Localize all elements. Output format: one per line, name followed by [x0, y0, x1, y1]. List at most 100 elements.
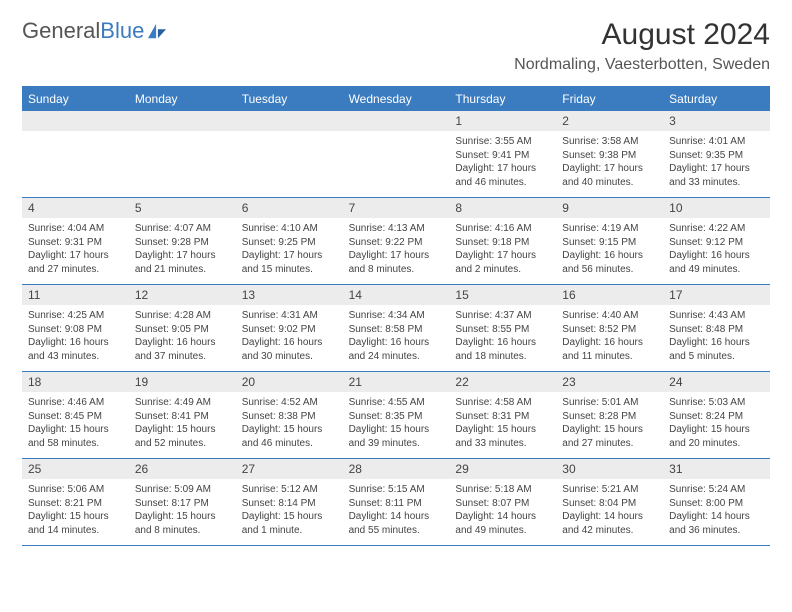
sunrise-text: Sunrise: 4:55 AM [349, 396, 444, 410]
week-row: 4Sunrise: 4:04 AMSunset: 9:31 PMDaylight… [22, 198, 770, 285]
day-number: 13 [236, 285, 343, 305]
sunset-text: Sunset: 8:04 PM [562, 497, 657, 511]
daylight-text: Daylight: 15 hours and 27 minutes. [562, 423, 657, 450]
daylight-text: Daylight: 15 hours and 8 minutes. [135, 510, 230, 537]
daylight-text: Daylight: 17 hours and 2 minutes. [455, 249, 550, 276]
sunset-text: Sunset: 9:38 PM [562, 149, 657, 163]
day-cell: 22Sunrise: 4:58 AMSunset: 8:31 PMDayligh… [449, 372, 556, 458]
day-body: Sunrise: 4:43 AMSunset: 8:48 PMDaylight:… [663, 305, 770, 369]
daylight-text: Daylight: 15 hours and 33 minutes. [455, 423, 550, 450]
day-cell: 19Sunrise: 4:49 AMSunset: 8:41 PMDayligh… [129, 372, 236, 458]
sunset-text: Sunset: 8:21 PM [28, 497, 123, 511]
sunset-text: Sunset: 8:48 PM [669, 323, 764, 337]
logo-part1: General [22, 18, 100, 43]
daylight-text: Daylight: 16 hours and 30 minutes. [242, 336, 337, 363]
day-cell: 20Sunrise: 4:52 AMSunset: 8:38 PMDayligh… [236, 372, 343, 458]
week-row: 1Sunrise: 3:55 AMSunset: 9:41 PMDaylight… [22, 111, 770, 198]
sunset-text: Sunset: 9:25 PM [242, 236, 337, 250]
day-cell: 30Sunrise: 5:21 AMSunset: 8:04 PMDayligh… [556, 459, 663, 545]
day-number: 7 [343, 198, 450, 218]
day-cell: 1Sunrise: 3:55 AMSunset: 9:41 PMDaylight… [449, 111, 556, 197]
day-body: Sunrise: 4:28 AMSunset: 9:05 PMDaylight:… [129, 305, 236, 369]
daylight-text: Daylight: 15 hours and 46 minutes. [242, 423, 337, 450]
day-cell: 21Sunrise: 4:55 AMSunset: 8:35 PMDayligh… [343, 372, 450, 458]
day-number: 3 [663, 111, 770, 131]
day-cell: 28Sunrise: 5:15 AMSunset: 8:11 PMDayligh… [343, 459, 450, 545]
daylight-text: Daylight: 15 hours and 39 minutes. [349, 423, 444, 450]
daylight-text: Daylight: 17 hours and 8 minutes. [349, 249, 444, 276]
day-body: Sunrise: 4:49 AMSunset: 8:41 PMDaylight:… [129, 392, 236, 456]
dow-friday: Friday [556, 87, 663, 111]
day-number: 29 [449, 459, 556, 479]
week-row: 18Sunrise: 4:46 AMSunset: 8:45 PMDayligh… [22, 372, 770, 459]
day-cell [343, 111, 450, 197]
sunset-text: Sunset: 8:41 PM [135, 410, 230, 424]
day-number: 12 [129, 285, 236, 305]
day-cell: 24Sunrise: 5:03 AMSunset: 8:24 PMDayligh… [663, 372, 770, 458]
location: Nordmaling, Vaesterbotten, Sweden [514, 56, 770, 74]
daylight-text: Daylight: 15 hours and 20 minutes. [669, 423, 764, 450]
dow-thursday: Thursday [449, 87, 556, 111]
day-cell: 5Sunrise: 4:07 AMSunset: 9:28 PMDaylight… [129, 198, 236, 284]
day-number: 21 [343, 372, 450, 392]
sunrise-text: Sunrise: 4:43 AM [669, 309, 764, 323]
day-number: 6 [236, 198, 343, 218]
sunrise-text: Sunrise: 5:01 AM [562, 396, 657, 410]
sunrise-text: Sunrise: 5:12 AM [242, 483, 337, 497]
day-number [343, 111, 450, 131]
day-body: Sunrise: 4:34 AMSunset: 8:58 PMDaylight:… [343, 305, 450, 369]
day-body: Sunrise: 5:24 AMSunset: 8:00 PMDaylight:… [663, 479, 770, 543]
logo-sail-icon [146, 22, 168, 40]
day-body: Sunrise: 4:10 AMSunset: 9:25 PMDaylight:… [236, 218, 343, 282]
sunrise-text: Sunrise: 5:06 AM [28, 483, 123, 497]
day-cell: 16Sunrise: 4:40 AMSunset: 8:52 PMDayligh… [556, 285, 663, 371]
day-cell: 11Sunrise: 4:25 AMSunset: 9:08 PMDayligh… [22, 285, 129, 371]
sunrise-text: Sunrise: 5:18 AM [455, 483, 550, 497]
day-number: 2 [556, 111, 663, 131]
month-title: August 2024 [514, 18, 770, 52]
daylight-text: Daylight: 14 hours and 55 minutes. [349, 510, 444, 537]
sunset-text: Sunset: 8:24 PM [669, 410, 764, 424]
day-number: 28 [343, 459, 450, 479]
day-number: 10 [663, 198, 770, 218]
daylight-text: Daylight: 17 hours and 40 minutes. [562, 162, 657, 189]
day-body: Sunrise: 4:52 AMSunset: 8:38 PMDaylight:… [236, 392, 343, 456]
day-number: 27 [236, 459, 343, 479]
sunrise-text: Sunrise: 5:21 AM [562, 483, 657, 497]
day-body: Sunrise: 5:03 AMSunset: 8:24 PMDaylight:… [663, 392, 770, 456]
sunrise-text: Sunrise: 5:03 AM [669, 396, 764, 410]
sunrise-text: Sunrise: 5:09 AM [135, 483, 230, 497]
sunset-text: Sunset: 9:12 PM [669, 236, 764, 250]
sunset-text: Sunset: 9:05 PM [135, 323, 230, 337]
sunrise-text: Sunrise: 5:24 AM [669, 483, 764, 497]
day-body: Sunrise: 4:19 AMSunset: 9:15 PMDaylight:… [556, 218, 663, 282]
daylight-text: Daylight: 16 hours and 24 minutes. [349, 336, 444, 363]
sunset-text: Sunset: 8:14 PM [242, 497, 337, 511]
day-body [129, 131, 236, 191]
day-body: Sunrise: 4:37 AMSunset: 8:55 PMDaylight:… [449, 305, 556, 369]
day-cell: 17Sunrise: 4:43 AMSunset: 8:48 PMDayligh… [663, 285, 770, 371]
daylight-text: Daylight: 15 hours and 1 minute. [242, 510, 337, 537]
dow-monday: Monday [129, 87, 236, 111]
sunset-text: Sunset: 8:58 PM [349, 323, 444, 337]
day-body: Sunrise: 4:22 AMSunset: 9:12 PMDaylight:… [663, 218, 770, 282]
daylight-text: Daylight: 16 hours and 43 minutes. [28, 336, 123, 363]
sunset-text: Sunset: 9:02 PM [242, 323, 337, 337]
day-number: 15 [449, 285, 556, 305]
daylight-text: Daylight: 17 hours and 15 minutes. [242, 249, 337, 276]
day-number: 11 [22, 285, 129, 305]
day-number: 17 [663, 285, 770, 305]
day-cell: 9Sunrise: 4:19 AMSunset: 9:15 PMDaylight… [556, 198, 663, 284]
day-body [343, 131, 450, 191]
sunset-text: Sunset: 8:11 PM [349, 497, 444, 511]
sunrise-text: Sunrise: 4:40 AM [562, 309, 657, 323]
dow-row: Sunday Monday Tuesday Wednesday Thursday… [22, 87, 770, 111]
dow-saturday: Saturday [663, 87, 770, 111]
day-number: 16 [556, 285, 663, 305]
day-number: 25 [22, 459, 129, 479]
day-body: Sunrise: 5:18 AMSunset: 8:07 PMDaylight:… [449, 479, 556, 543]
daylight-text: Daylight: 17 hours and 21 minutes. [135, 249, 230, 276]
day-number: 30 [556, 459, 663, 479]
daylight-text: Daylight: 14 hours and 49 minutes. [455, 510, 550, 537]
dow-wednesday: Wednesday [343, 87, 450, 111]
